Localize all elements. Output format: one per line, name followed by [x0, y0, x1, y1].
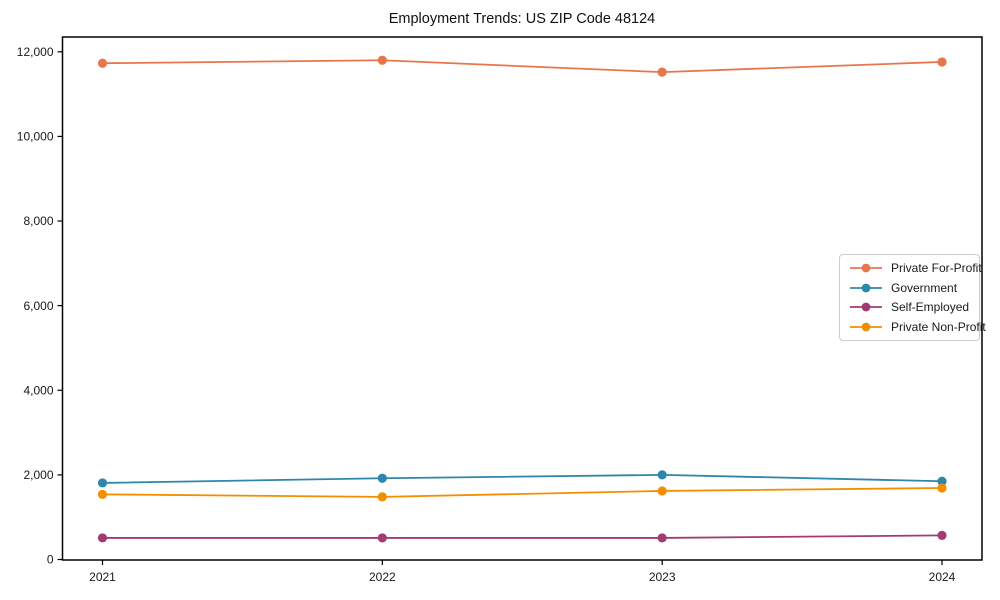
data-point-government-2021 — [97, 478, 108, 488]
legend: Private For-Profit Government Self-Employe… — [839, 254, 986, 341]
legend-item-private-non-profit: Private Non-Profit — [849, 321, 986, 333]
data-point-government-2023 — [657, 470, 667, 480]
data-point-private-non-profit-2024 — [937, 483, 947, 493]
legend-item-government: Government — [849, 282, 975, 294]
series-line-government — [102, 473, 943, 484]
data-point-private-for-profit-2024 — [937, 57, 947, 67]
chart-title: Employment Trends: US ZIP Code 48124 — [388, 11, 656, 27]
plot-border — [61, 36, 983, 561]
legend-marker-dot — [861, 302, 871, 312]
legend-line-marker-icon — [850, 283, 882, 293]
data-point-government-2022 — [377, 473, 387, 483]
y-tick-label: 4,000 — [23, 383, 53, 397]
x-tick-label: 2023 — [649, 570, 676, 584]
y-tick-label: 10,000 — [17, 130, 54, 144]
series-line-self-employed — [102, 534, 943, 539]
x-tick-label: 2021 — [89, 570, 116, 584]
y-tick-label: 8,000 — [23, 214, 53, 228]
data-point-self-employed-2024 — [937, 530, 947, 540]
x-tick-label: 2022 — [369, 570, 396, 584]
legend-item-private-for-profit: Private For-Profit — [849, 262, 982, 274]
data-point-private-for-profit-2023 — [657, 67, 667, 77]
series-line-private-non-profit — [102, 487, 943, 498]
legend-marker-dot — [861, 322, 871, 332]
data-point-private-non-profit-2023 — [657, 486, 667, 496]
legend-item-label: Private Non-Profit — [891, 320, 986, 335]
x-tick-label: 2024 — [929, 570, 956, 584]
legend-line-marker-icon — [850, 263, 882, 273]
legend-item-self-employed: Self-Employed — [849, 301, 975, 313]
data-point-government-2024 — [937, 476, 947, 486]
data-point-self-employed-2022 — [377, 533, 387, 543]
data-point-private-non-profit-2021 — [97, 489, 108, 499]
data-point-private-for-profit-2021 — [97, 58, 108, 68]
legend-item-label: Government — [891, 280, 958, 295]
data-point-self-employed-2023 — [657, 533, 667, 543]
data-point-private-for-profit-2022 — [377, 55, 387, 65]
legend-item-label: Private For-Profit — [891, 260, 982, 275]
y-tick-label: 12,000 — [17, 45, 54, 59]
series-line-private-for-profit — [102, 59, 943, 74]
data-point-private-non-profit-2022 — [377, 492, 387, 502]
legend-marker-dot — [861, 283, 871, 293]
legend-line-marker-icon — [850, 302, 882, 312]
y-tick-label: 2,000 — [23, 468, 53, 482]
y-tick-label: 0 — [47, 553, 54, 567]
y-tick-label: 6,000 — [23, 299, 53, 313]
legend-item-label: Self-Employed — [891, 300, 970, 315]
data-point-self-employed-2021 — [97, 533, 108, 543]
legend-marker-dot — [861, 263, 871, 273]
legend-line-marker-icon — [850, 322, 882, 332]
